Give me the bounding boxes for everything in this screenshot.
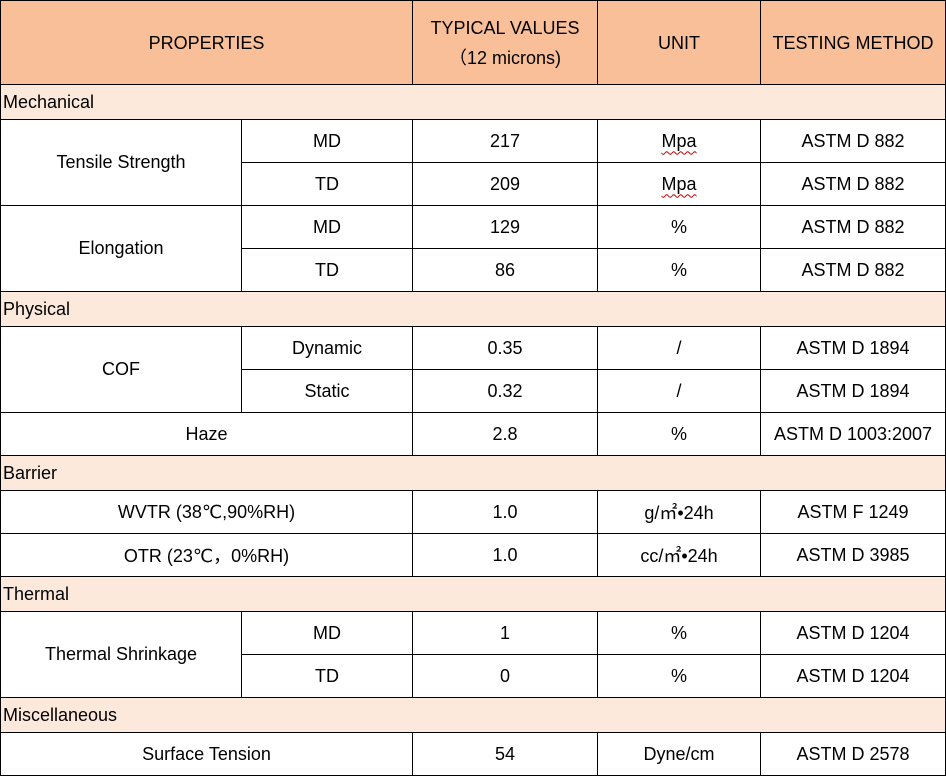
section-title: Barrier [0,455,946,491]
value-cell: 217 [412,119,599,163]
value-cell: 0 [412,654,599,698]
section-row-mechanical: Mechanical [0,84,946,120]
method-cell: ASTM D 1204 [760,654,946,698]
table-row: TD 0 % ASTM D 1204 [1,654,946,698]
table-row: Haze 2.8 % ASTM D 1003:2007 [0,412,946,456]
direction-cell: MD [240,205,414,249]
unit-cell: Dyne/cm [597,732,762,776]
value-cell: 129 [412,205,599,249]
table-row: Static 0.32 / ASTM D 1894 [1,369,946,413]
unit-cell: / [597,369,762,413]
value-cell: 1 [412,611,599,655]
table-row: TD 86 % ASTM D 882 [1,248,946,292]
value-cell: 86 [412,248,599,292]
direction-cell: Dynamic [240,326,414,370]
direction-cell: MD [240,119,414,163]
unit-cell: cc/㎡•24h [597,533,762,577]
method-cell: ASTM D 882 [760,205,946,249]
unit-cell: % [597,654,762,698]
header-typical-values-title: TYPICAL VALUES [430,17,580,38]
header-typical-values: TYPICAL VALUES （12 microns) [412,0,599,85]
unit-cell: % [597,412,762,456]
property-name: Thermal Shrinkage [0,611,242,698]
method-cell: ASTM D 1894 [760,369,946,413]
property-name: Elongation [0,205,242,292]
table-row: OTR (23℃，0%RH) 1.0 cc/㎡•24h ASTM D 3985 [0,533,946,577]
value-cell: 209 [412,162,599,206]
unit-cell: Mpa [597,119,762,163]
section-title: Mechanical [0,84,946,120]
direction-cell: TD [240,162,414,206]
method-cell: ASTM D 2578 [760,732,946,776]
method-cell: ASTM D 882 [760,119,946,163]
unit-cell: g/㎡•24h [597,490,762,534]
table-row: Surface Tension 54 Dyne/cm ASTM D 2578 [0,732,946,776]
section-title: Thermal [0,576,946,612]
direction-cell: MD [240,611,414,655]
unit-cell: % [597,248,762,292]
header-properties: PROPERTIES [0,0,414,85]
method-cell: ASTM D 1894 [760,326,946,370]
section-title: Miscellaneous [0,697,946,733]
method-cell: ASTM D 1003:2007 [760,412,946,456]
property-name: Haze [0,412,414,456]
section-row-miscellaneous: Miscellaneous [0,697,946,733]
table-row: TD 209 Mpa ASTM D 882 [1,162,946,206]
method-cell: ASTM D 3985 [760,533,946,577]
value-cell: 54 [412,732,599,776]
header-row: PROPERTIES TYPICAL VALUES （12 microns) UN… [0,0,946,85]
direction-cell: TD [240,248,414,292]
value-cell: 1.0 [412,533,599,577]
table-row: COF Dynamic 0.35 / ASTM D 1894 [0,326,946,413]
direction-cell: TD [240,654,414,698]
property-name: OTR (23℃，0%RH) [0,533,414,577]
value-cell: 0.35 [412,326,599,370]
method-cell: ASTM F 1249 [760,490,946,534]
property-name: Surface Tension [0,732,414,776]
table-row: Tensile Strength MD 217 Mpa ASTM D 882 [0,119,946,206]
method-cell: ASTM D 882 [760,248,946,292]
property-name: Tensile Strength [0,119,242,206]
section-row-thermal: Thermal [0,576,946,612]
section-row-barrier: Barrier [0,455,946,491]
section-row-physical: Physical [0,291,946,327]
value-cell: 0.32 [412,369,599,413]
value-cell: 1.0 [412,490,599,534]
unit-cell: % [597,205,762,249]
method-cell: ASTM D 882 [760,162,946,206]
method-cell: ASTM D 1204 [760,611,946,655]
header-unit: UNIT [597,0,762,85]
table-row: Thermal Shrinkage MD 1 % ASTM D 1204 [0,611,946,698]
property-name: COF [0,326,242,413]
table-row: WVTR (38℃,90%RH) 1.0 g/㎡•24h ASTM F 1249 [0,490,946,534]
unit-cell: / [597,326,762,370]
value-cell: 2.8 [412,412,599,456]
unit-cell: % [597,611,762,655]
header-typical-values-subtitle: （12 microns) [449,47,562,68]
section-title: Physical [0,291,946,327]
direction-cell: Static [240,369,414,413]
table-row: Elongation MD 129 % ASTM D 882 [0,205,946,292]
header-testing-method: TESTING METHOD [760,0,946,85]
property-name: WVTR (38℃,90%RH) [0,490,414,534]
unit-cell: Mpa [597,162,762,206]
